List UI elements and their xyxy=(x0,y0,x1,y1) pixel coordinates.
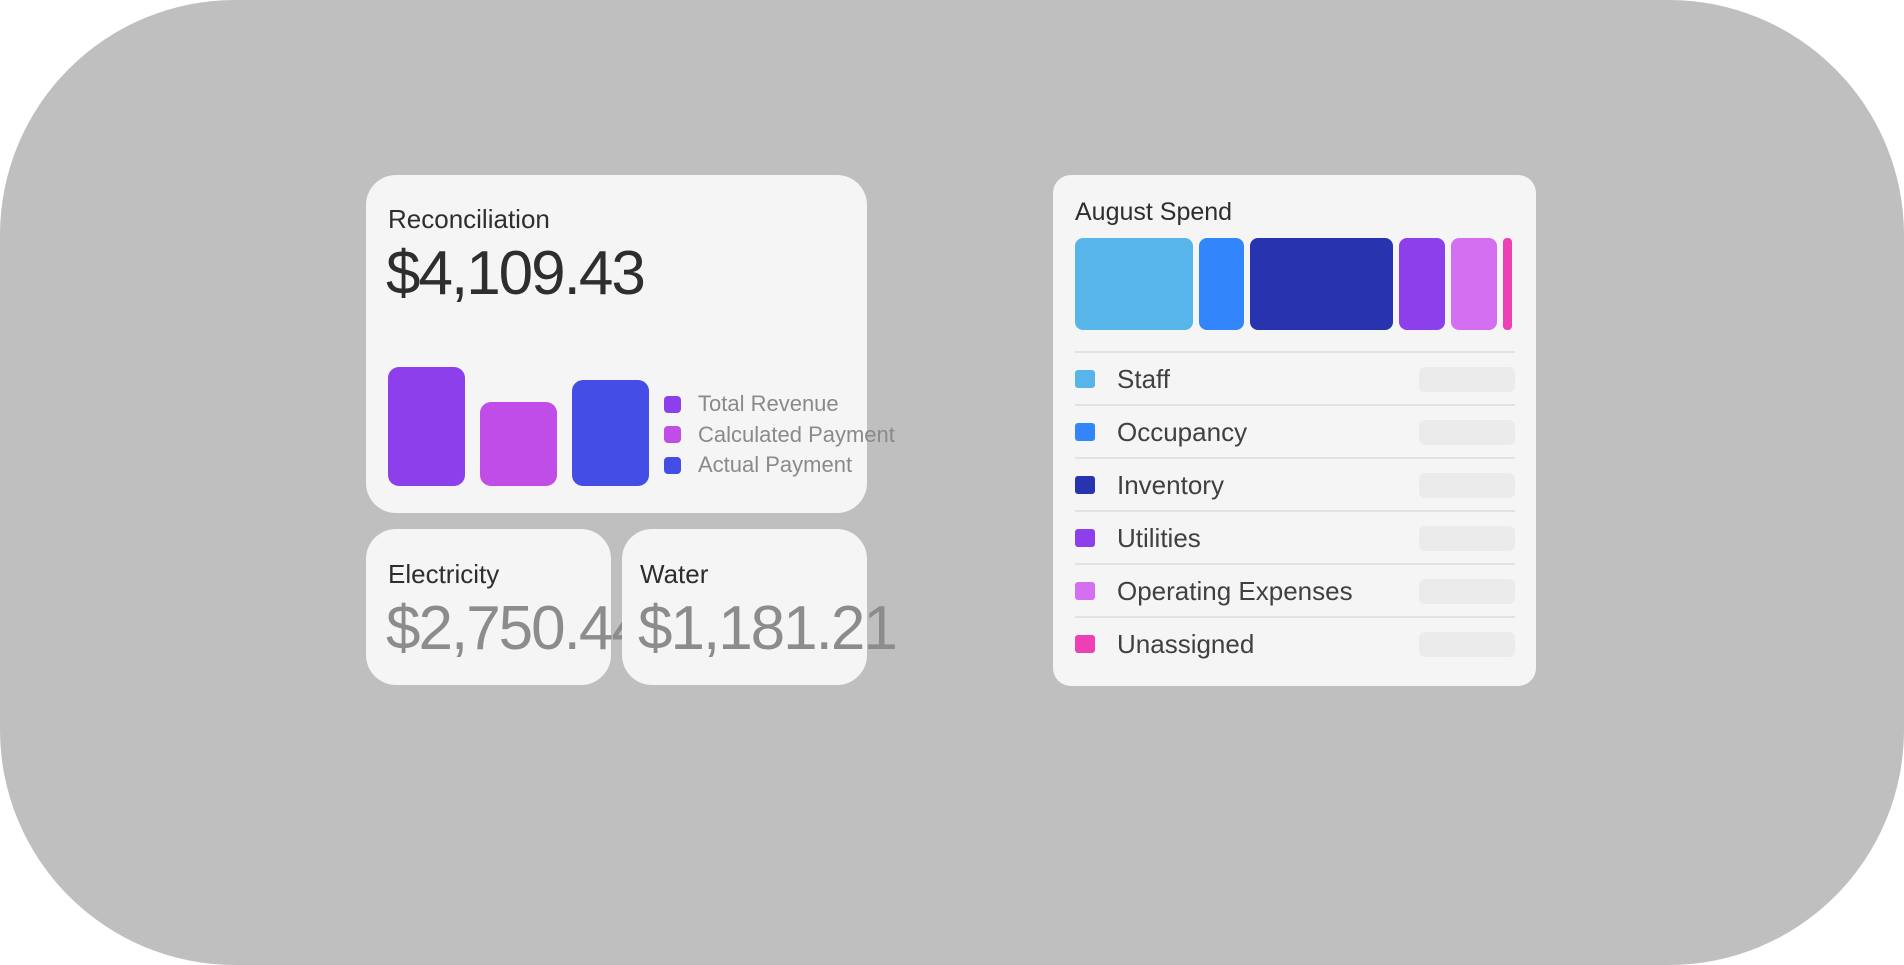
spend-row-inventory: Inventory xyxy=(1075,458,1515,511)
category-swatch xyxy=(1075,529,1095,547)
spend-row-operating-expenses: Operating Expenses xyxy=(1075,564,1515,617)
category-label: Staff xyxy=(1117,364,1171,394)
category-swatch xyxy=(1075,476,1095,494)
electricity-amount: $2,750.44 xyxy=(386,594,646,663)
legend-label: Total Revenue xyxy=(698,391,839,416)
spend-row-staff: Staff xyxy=(1075,352,1515,405)
spend-row-utilities: Utilities xyxy=(1075,511,1515,564)
spend-segment-staff xyxy=(1075,238,1194,330)
amount-placeholder xyxy=(1419,526,1515,551)
water-title: Water xyxy=(640,559,709,589)
reconciliation-card: Reconciliation $4,109.43 Total Revenue Ca… xyxy=(366,175,895,513)
legend-label: Calculated Payment xyxy=(698,421,895,447)
category-label: Utilities xyxy=(1117,523,1201,553)
spend-segment-utilities xyxy=(1398,238,1445,330)
spend-segment-unassigned xyxy=(1503,238,1512,330)
legend-item: Calculated Payment xyxy=(664,421,895,447)
divider xyxy=(1075,563,1515,565)
august-spend-card: August Spend Staff Occupancy Inventory Util… xyxy=(1053,175,1536,686)
spend-segment-operating-expenses xyxy=(1450,238,1498,330)
bar-actual-payment xyxy=(572,380,649,486)
spend-segment-inventory xyxy=(1249,238,1393,330)
amount-placeholder xyxy=(1419,367,1515,392)
legend-swatch xyxy=(664,426,681,443)
category-swatch xyxy=(1075,423,1095,441)
bar-calculated-payment xyxy=(480,402,557,486)
august-spend-title: August Spend xyxy=(1075,198,1233,226)
spend-row-occupancy: Occupancy xyxy=(1075,405,1515,458)
divider xyxy=(1075,457,1515,459)
water-card: Water $1,181.21 xyxy=(622,529,898,685)
category-label: Inventory xyxy=(1117,470,1224,500)
divider xyxy=(1075,404,1515,406)
electricity-title: Electricity xyxy=(388,559,500,589)
electricity-card: Electricity $2,750.44 xyxy=(366,529,646,685)
category-label: Unassigned xyxy=(1117,629,1255,659)
category-swatch xyxy=(1075,635,1095,653)
spend-segment-occupancy xyxy=(1199,238,1244,330)
legend-label: Actual Payment xyxy=(698,452,853,477)
divider xyxy=(1075,351,1515,353)
legend-swatch xyxy=(664,456,681,474)
legend-item: Actual Payment xyxy=(664,452,853,477)
bar-total-revenue xyxy=(388,367,465,486)
amount-placeholder xyxy=(1419,579,1515,604)
reconciliation-amount: $4,109.43 xyxy=(386,239,646,308)
spend-row-unassigned: Unassigned xyxy=(1075,617,1515,670)
category-swatch xyxy=(1075,370,1095,388)
divider xyxy=(1075,510,1515,512)
divider xyxy=(1075,616,1515,618)
legend-item: Total Revenue xyxy=(664,391,839,416)
category-swatch xyxy=(1075,582,1095,600)
legend-swatch xyxy=(664,395,681,413)
amount-placeholder xyxy=(1419,632,1515,657)
category-label: Occupancy xyxy=(1117,417,1248,447)
water-amount: $1,181.21 xyxy=(638,594,898,663)
amount-placeholder xyxy=(1419,473,1515,498)
category-label: Operating Expenses xyxy=(1117,576,1353,606)
amount-placeholder xyxy=(1419,420,1515,445)
reconciliation-title: Reconciliation xyxy=(388,204,550,234)
